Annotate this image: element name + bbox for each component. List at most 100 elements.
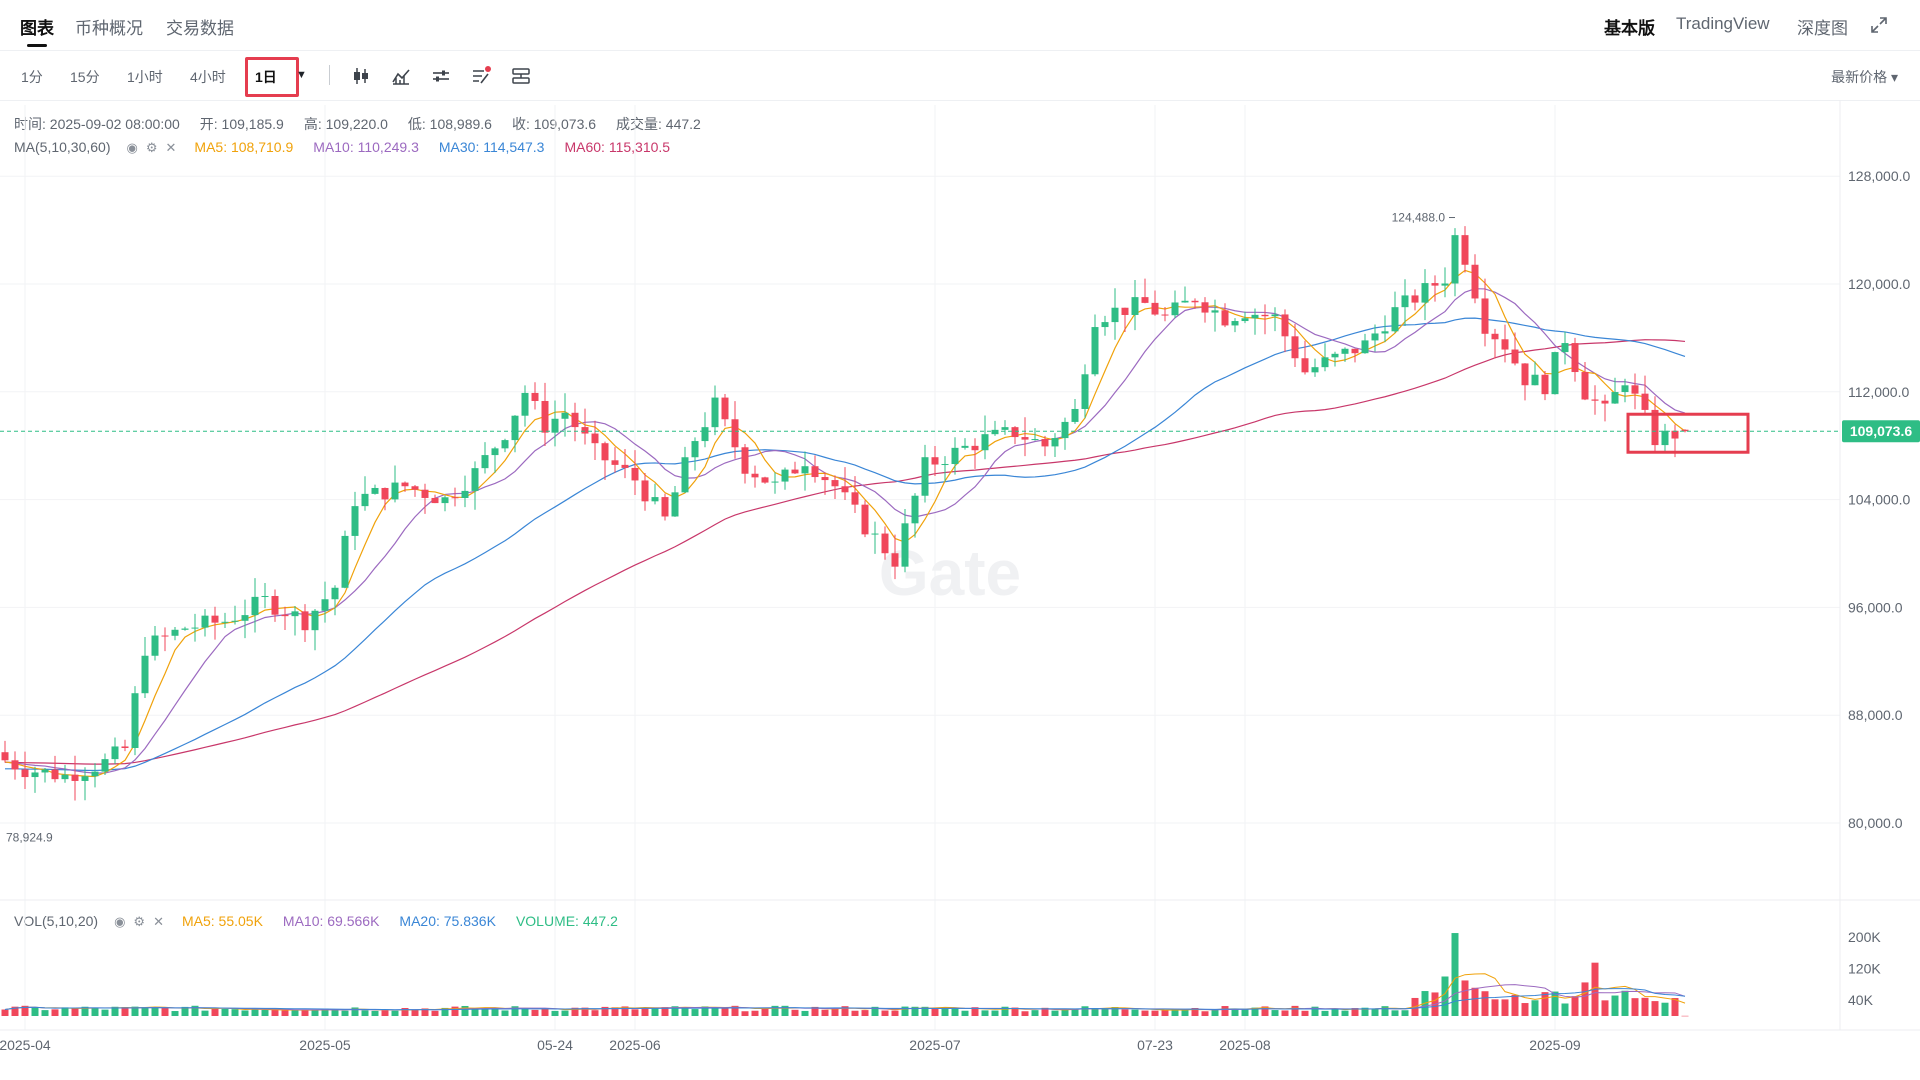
candle-body: [1291, 336, 1299, 359]
ohlc-legend: 时间: 2025-09-02 08:00:00 开: 109,185.9 高: 10…: [14, 114, 721, 134]
interval-dropdown-caret-icon[interactable]: ▼: [296, 69, 307, 81]
volume-bar: [81, 1006, 89, 1016]
volume-bar: [871, 1006, 879, 1016]
candle-body: [1211, 310, 1219, 313]
candle-body: [111, 746, 119, 760]
basic-version-button[interactable]: 基本版: [1604, 19, 1655, 38]
vol-name: VOL(5,10,20): [14, 913, 99, 929]
candle-body: [811, 466, 819, 478]
candle-body: [571, 412, 579, 428]
candle-body: [551, 418, 559, 433]
volume-bar: [1301, 1010, 1309, 1016]
candle-body: [431, 497, 439, 504]
candle-body: [1541, 374, 1549, 395]
candle-body: [81, 776, 89, 781]
candle-body: [721, 397, 729, 420]
volume-bar: [1491, 999, 1499, 1016]
interval-1m[interactable]: 1分: [21, 69, 43, 85]
volume-bar: [931, 1008, 939, 1016]
indicator-icon[interactable]: [390, 65, 412, 87]
candle-body: [971, 445, 979, 451]
volume-bar: [1181, 1009, 1189, 1016]
volume-bar: [1461, 980, 1469, 1016]
ohlc-volume: 成交量: 447.2: [616, 116, 701, 132]
candles: [1, 226, 1689, 801]
volume-bar: [541, 1008, 549, 1016]
volume-bar: [91, 1008, 99, 1016]
vol-eye-icon[interactable]: ◉: [114, 914, 126, 929]
candle-body: [1591, 399, 1599, 401]
axes: 128,000.0 120,000.0 112,000.0 104,000.0 96,0…: [0, 168, 1920, 1053]
candle-body: [191, 627, 199, 629]
candle-body: [1061, 421, 1069, 439]
candle-body: [961, 445, 969, 448]
active-tab-indicator: [27, 44, 47, 47]
candle-body: [201, 615, 209, 628]
volume-bar: [441, 1007, 449, 1016]
candle-body: [241, 615, 249, 621]
volume-bar: [241, 1010, 249, 1016]
candle-body: [1501, 339, 1509, 350]
interval-15m[interactable]: 15分: [70, 69, 100, 85]
candle-body: [921, 457, 929, 496]
interval-1d[interactable]: 1日: [255, 69, 277, 85]
candle-body: [1051, 438, 1059, 447]
volume-bar: [51, 1009, 59, 1016]
settings-icon[interactable]: [430, 65, 452, 87]
interval-1h[interactable]: 1小时: [127, 69, 163, 85]
candle-body: [1431, 283, 1439, 286]
eye-icon[interactable]: ◉: [126, 140, 138, 155]
volume-bar: [31, 1007, 39, 1016]
candle-body: [1241, 318, 1249, 322]
volume-bar: [731, 1005, 739, 1016]
volume-ma-polyline: [4, 988, 1686, 1011]
volume-bar: [811, 1006, 819, 1016]
compare-icon[interactable]: [510, 65, 532, 87]
candle-body: [1671, 430, 1679, 439]
volume-bar: [1441, 976, 1449, 1016]
price-chart[interactable]: Gate 128,000.0 120,000.0 112,000.0 104,000.…: [0, 100, 1920, 1080]
candle-body: [1401, 295, 1409, 308]
candle-body: [331, 587, 339, 600]
ma10-line: [4, 288, 1686, 774]
volume-bar: [1631, 998, 1639, 1016]
volume-bar: [1651, 1001, 1659, 1016]
candle-body: [1121, 307, 1129, 315]
candle-body: [561, 412, 569, 419]
vol-gear-icon[interactable]: ⚙: [133, 914, 146, 929]
tab-trade-data[interactable]: 交易数据: [166, 19, 234, 38]
volume-bar: [161, 1007, 169, 1016]
candle-body: [1611, 392, 1619, 404]
candle-body: [651, 497, 659, 502]
candle-body: [1461, 235, 1469, 265]
candle-body: [1571, 343, 1579, 373]
volume-bar: [401, 1007, 409, 1016]
volume-bar: [1071, 1008, 1079, 1016]
volume-bar: [521, 1008, 529, 1016]
expand-icon[interactable]: [1870, 16, 1888, 34]
volume-bar: [1221, 1006, 1229, 1016]
candle-body: [1521, 363, 1529, 386]
volume-bar: [231, 1009, 239, 1016]
candle-body: [1421, 283, 1429, 303]
volume-bar: [411, 1009, 419, 1016]
candlestick-icon[interactable]: [350, 65, 372, 87]
vol-close-icon[interactable]: ✕: [153, 914, 164, 929]
candle-body: [251, 596, 259, 616]
price-type-select[interactable]: 最新价格 ▾: [1831, 69, 1898, 85]
candle-body: [941, 464, 949, 466]
ma60-line: [4, 339, 1686, 765]
depth-chart-button[interactable]: 深度图: [1797, 19, 1848, 38]
candle-body: [351, 506, 359, 536]
volume-bar: [1601, 1000, 1609, 1016]
strategy-icon[interactable]: [470, 65, 492, 87]
tab-chart[interactable]: 图表: [20, 19, 54, 38]
candle-body: [381, 487, 389, 500]
candle-body: [281, 614, 289, 617]
gear-icon[interactable]: ⚙: [145, 140, 158, 155]
tradingview-button[interactable]: TradingView: [1676, 14, 1770, 33]
tab-coin-overview[interactable]: 币种概况: [75, 19, 143, 38]
interval-4h[interactable]: 4小时: [190, 69, 226, 85]
volume-bar: [141, 1007, 149, 1016]
close-icon[interactable]: ✕: [165, 140, 177, 155]
